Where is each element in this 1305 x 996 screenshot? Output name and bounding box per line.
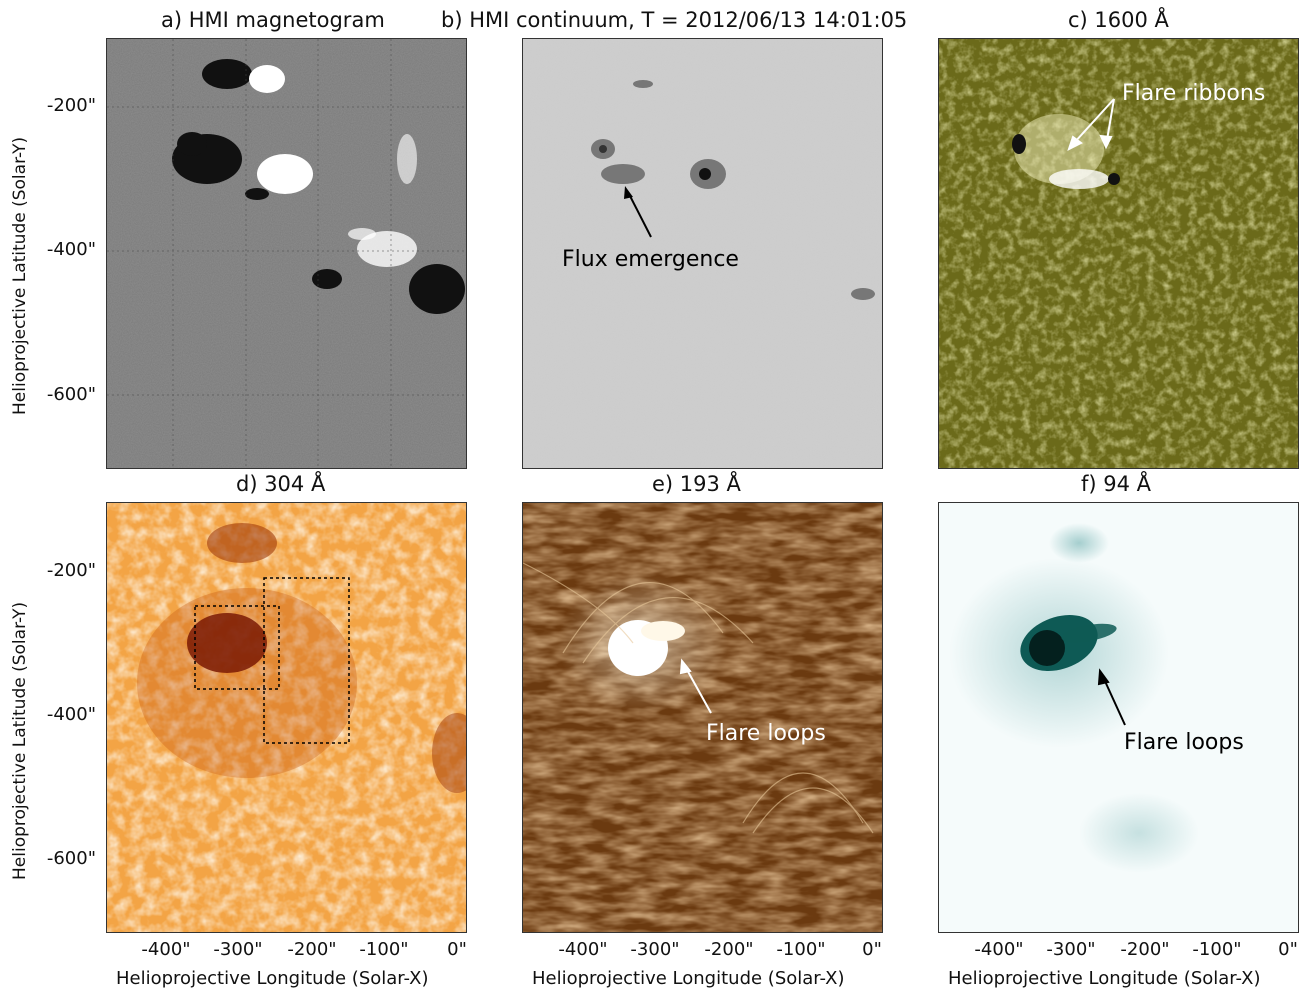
x-tick-label: 0" bbox=[447, 939, 467, 960]
x-tick-label: -200" bbox=[1120, 939, 1170, 960]
x-tick-label: -400" bbox=[558, 939, 608, 960]
y-axis-label-top: Helioprojective Latitude (Solar-Y) bbox=[10, 136, 30, 415]
x-tick-label: -200" bbox=[704, 939, 754, 960]
x-tick-label: -100" bbox=[359, 939, 409, 960]
x-tick-label: -400" bbox=[141, 939, 191, 960]
x-tick-label: -300" bbox=[630, 939, 680, 960]
panel-c-1600 bbox=[938, 38, 1299, 469]
x-axis-label: Helioprojective Longitude (Solar-X) bbox=[116, 968, 429, 989]
panel-d-title: d) 304 Å bbox=[236, 472, 326, 496]
y-axis-label-bottom: Helioprojective Latitude (Solar-Y) bbox=[10, 601, 30, 880]
annotation-flare-loops-94: Flare loops bbox=[1124, 730, 1244, 755]
y-tick-label: -400" bbox=[46, 239, 96, 260]
y-tick-label: -200" bbox=[46, 560, 96, 581]
x-tick-label: 0" bbox=[1278, 939, 1298, 960]
x-tick-label: -300" bbox=[213, 939, 263, 960]
x-tick-label: -200" bbox=[287, 939, 337, 960]
annotation-flare-loops-193: Flare loops bbox=[706, 721, 826, 746]
x-axis-label: Helioprojective Longitude (Solar-X) bbox=[532, 968, 845, 989]
y-tick-label: -400" bbox=[46, 704, 96, 725]
panel-e-193 bbox=[522, 502, 883, 933]
panel-f-94 bbox=[938, 502, 1299, 933]
panel-d-304 bbox=[106, 502, 467, 933]
panel-e-title: e) 193 Å bbox=[652, 472, 741, 496]
x-tick-label: -400" bbox=[974, 939, 1024, 960]
y-tick-label: -600" bbox=[46, 848, 96, 869]
annotation-flare-ribbons: Flare ribbons bbox=[1122, 81, 1266, 106]
panel-c-title: c) 1600 Å bbox=[1068, 8, 1169, 32]
panel-f-title: f) 94 Å bbox=[1081, 472, 1152, 496]
x-tick-label: -100" bbox=[1192, 939, 1242, 960]
y-tick-label: -200" bbox=[46, 95, 96, 116]
x-axis-label: Helioprojective Longitude (Solar-X) bbox=[948, 968, 1261, 989]
x-tick-label: 0" bbox=[862, 939, 882, 960]
x-tick-label: -100" bbox=[776, 939, 826, 960]
panel-b-title: b) HMI continuum, T = 2012/06/13 14:01:0… bbox=[441, 8, 908, 32]
x-tick-label: -300" bbox=[1046, 939, 1096, 960]
annotation-flux-emergence: Flux emergence bbox=[562, 247, 739, 272]
panel-a-magnetogram bbox=[106, 38, 467, 469]
panel-a-title: a) HMI magnetogram bbox=[161, 8, 385, 32]
y-tick-label: -600" bbox=[46, 384, 96, 405]
panel-b-continuum bbox=[522, 38, 883, 469]
